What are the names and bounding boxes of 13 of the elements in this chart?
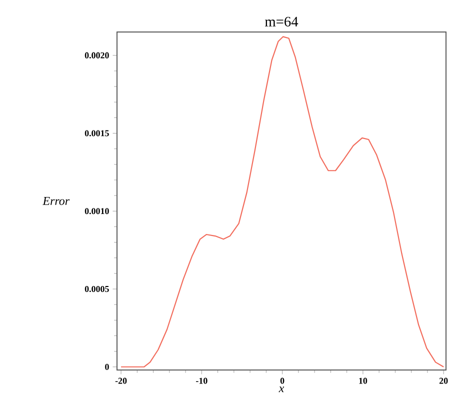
y-tick-label: 0.0015: [84, 130, 109, 136]
y-axis-title: Error: [42, 197, 70, 205]
y-tick-label: 0.0005: [84, 286, 109, 292]
x-tick-label: -10: [196, 378, 208, 384]
x-tick-label: 0: [280, 378, 284, 384]
y-tick-label: 0.0020: [84, 52, 109, 58]
x-tick-label: -20: [115, 378, 127, 384]
chart-title: m=64: [265, 16, 298, 26]
x-tick-label: 10: [359, 378, 368, 384]
x-axis-title: x: [278, 386, 284, 392]
y-tick-label: 0: [105, 364, 109, 370]
y-tick-label: 0.0010: [84, 208, 109, 214]
x-tick-label: 20: [439, 378, 448, 384]
